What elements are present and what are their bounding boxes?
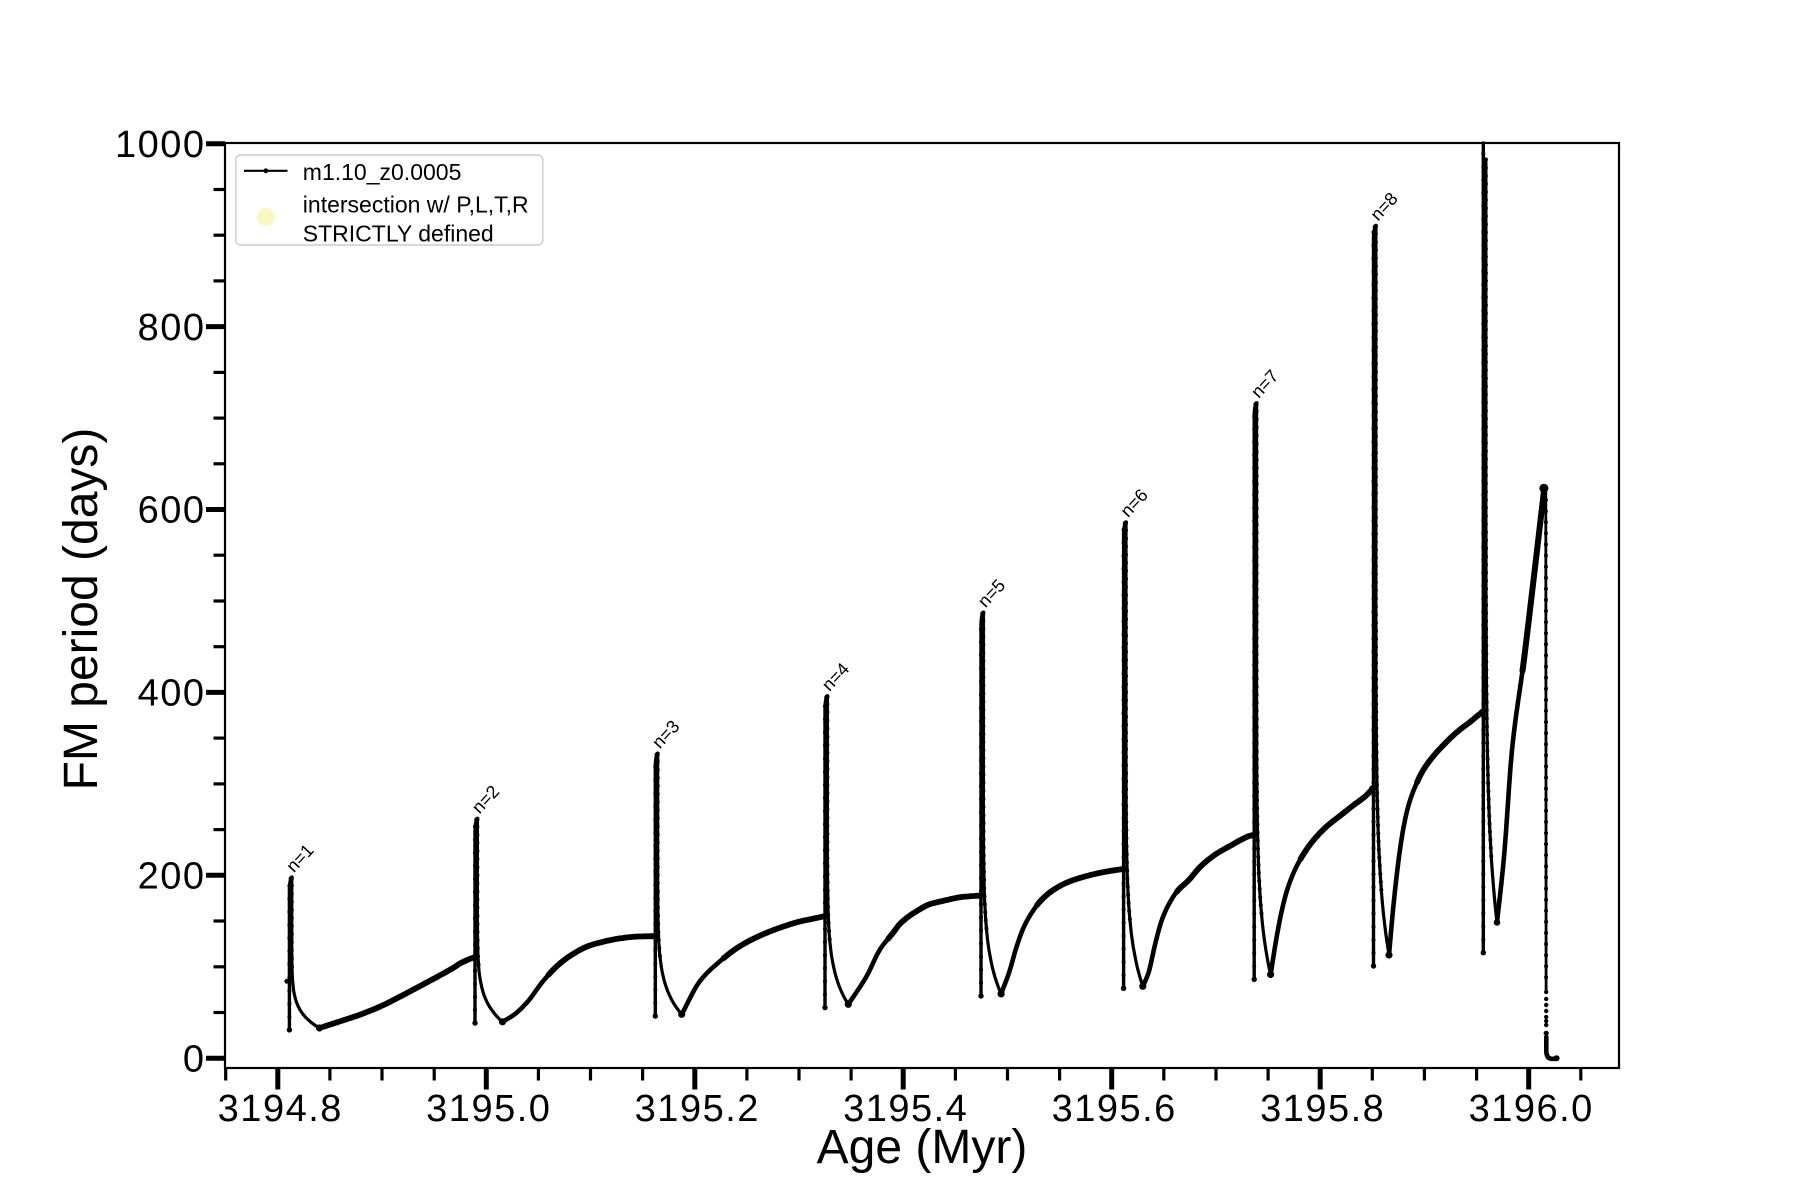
svg-text:n=1: n=1	[282, 840, 317, 876]
svg-text:1000: 1000	[115, 124, 206, 166]
svg-text:3194.8: 3194.8	[218, 1088, 343, 1130]
svg-text:n=5: n=5	[974, 575, 1009, 611]
svg-text:800: 800	[138, 307, 206, 349]
svg-text:3195.0: 3195.0	[426, 1088, 551, 1130]
svg-text:n=4: n=4	[818, 659, 853, 695]
svg-text:n=7: n=7	[1247, 366, 1282, 402]
svg-text:STRICTLY defined: STRICTLY defined	[303, 220, 494, 246]
svg-text:400: 400	[138, 673, 206, 715]
svg-text:200: 200	[138, 856, 206, 898]
svg-text:600: 600	[138, 490, 206, 532]
svg-text:intersection w/ P,L,T,R: intersection w/ P,L,T,R	[303, 191, 529, 217]
svg-text:3195.2: 3195.2	[635, 1088, 760, 1130]
svg-text:3195.4: 3195.4	[843, 1088, 968, 1130]
svg-text:3195.8: 3195.8	[1260, 1088, 1385, 1130]
svg-text:m1.10_z0.0005: m1.10_z0.0005	[303, 159, 462, 185]
svg-text:n=6: n=6	[1116, 485, 1151, 521]
svg-text:3195.6: 3195.6	[1052, 1088, 1177, 1130]
svg-text:n=2: n=2	[468, 781, 503, 817]
svg-text:Age (Myr): Age (Myr)	[817, 1121, 1028, 1174]
svg-text:0: 0	[183, 1038, 206, 1080]
svg-text:n=8: n=8	[1366, 189, 1401, 225]
svg-text:n=3: n=3	[648, 716, 683, 752]
svg-text:3196.0: 3196.0	[1469, 1088, 1594, 1130]
svg-text:FM period (days): FM period (days)	[55, 428, 108, 791]
